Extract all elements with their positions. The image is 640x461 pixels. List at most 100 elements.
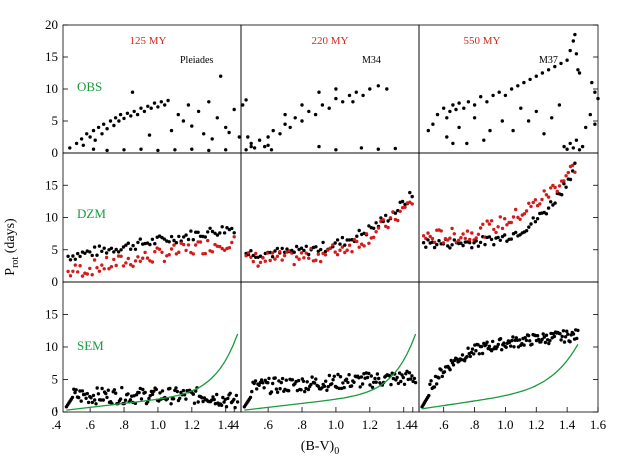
- data-point-dzm-slow: [350, 250, 354, 254]
- data-point-dzm-slow: [258, 260, 263, 265]
- data-point-dzm-slow: [485, 219, 489, 223]
- data-point-dzm-fast: [203, 235, 207, 239]
- data-point-obs: [163, 103, 167, 107]
- data-point-dzm-slow: [461, 232, 465, 236]
- data-point-dzm-fast: [129, 247, 133, 251]
- data-point-dzm-fast: [273, 249, 277, 253]
- data-point-obs: [491, 93, 495, 98]
- data-point-dzm-fast: [97, 244, 102, 248]
- data-point-sem: [526, 333, 531, 338]
- data-point-obs: [454, 107, 458, 112]
- y-tick-label: 20: [45, 17, 58, 32]
- age-label-col1: 125 MY: [130, 35, 167, 47]
- data-point-sem: [126, 392, 130, 396]
- data-point-obs: [565, 147, 569, 151]
- data-point-sem: [278, 387, 282, 391]
- data-point-sem: [396, 381, 401, 386]
- data-point-sem: [171, 397, 176, 401]
- data-point-sem: [428, 382, 432, 386]
- data-point-dzm-fast: [83, 251, 87, 255]
- data-point-sem: [255, 387, 259, 391]
- cluster-label-pleiades: Pleiades: [180, 55, 213, 66]
- data-point-obs: [577, 148, 582, 152]
- data-point-sem: [74, 388, 78, 392]
- data-point-dzm-fast: [551, 203, 555, 207]
- data-point-sem: [175, 389, 179, 394]
- data-point-sem: [510, 338, 514, 343]
- data-point-sem: [432, 385, 437, 389]
- data-point-dzm-slow: [246, 251, 251, 255]
- data-point-obs: [105, 148, 109, 153]
- data-point-obs: [142, 109, 147, 114]
- data-point-dzm-fast: [71, 254, 75, 258]
- data-point-dzm-fast: [357, 228, 361, 233]
- data-point-obs: [159, 100, 163, 104]
- data-point-sem: [391, 376, 396, 381]
- data-point-sem: [169, 402, 173, 406]
- data-point-dzm-fast: [153, 242, 157, 246]
- data-point-sem: [267, 376, 271, 381]
- data-point-obs: [244, 98, 248, 102]
- data-point-dzm-slow: [522, 212, 527, 216]
- data-point-sem: [257, 383, 261, 387]
- data-point-dzm-fast: [290, 248, 294, 253]
- data-point-dzm-fast: [372, 226, 376, 230]
- data-point-dzm-slow: [273, 257, 277, 261]
- data-point-sem: [511, 335, 515, 339]
- data-point-dzm-slow: [210, 250, 215, 254]
- data-point-sem: [106, 388, 111, 392]
- data-point-dzm-fast: [487, 235, 492, 239]
- data-point-dzm-fast: [321, 240, 325, 245]
- data-point-sem: [184, 397, 188, 401]
- data-point-sem: [96, 392, 101, 396]
- data-point-dzm-slow: [150, 260, 155, 264]
- panel-frame-r2c2: [418, 281, 599, 413]
- data-point-obs: [278, 132, 282, 136]
- data-point-obs: [271, 128, 275, 133]
- data-point-obs: [334, 96, 338, 101]
- data-point-obs: [334, 87, 338, 91]
- y-tick-label: 5: [52, 113, 59, 128]
- data-point-sem: [100, 386, 104, 391]
- data-point-sem: [259, 378, 264, 382]
- data-point-sem: [78, 389, 82, 393]
- data-point-sem: [448, 368, 452, 372]
- data-point-dzm-fast: [448, 246, 452, 250]
- data-point-sem: [358, 385, 362, 389]
- data-point-dzm-fast: [319, 247, 323, 252]
- data-point-dzm-slow: [172, 243, 176, 247]
- data-point-dzm-fast: [92, 245, 97, 249]
- data-point-obs: [361, 93, 365, 98]
- data-point-dzm-slow: [396, 218, 400, 223]
- x-tick-label: .8: [297, 417, 307, 432]
- data-point-sem: [275, 390, 280, 394]
- data-point-sem: [201, 399, 205, 404]
- data-point-dzm-slow: [362, 244, 366, 248]
- data-point-dzm-fast: [503, 233, 507, 237]
- x-tick-label: 1.0: [150, 417, 166, 432]
- data-point-obs: [534, 109, 538, 114]
- data-point-dzm-slow: [169, 247, 174, 251]
- data-point-obs: [573, 32, 577, 37]
- data-point-dzm-slow: [138, 259, 142, 263]
- data-point-obs: [550, 116, 554, 120]
- data-point-obs: [102, 122, 106, 126]
- data-point-sem: [460, 353, 465, 357]
- data-point-dzm-fast: [172, 238, 176, 243]
- data-point-sem: [338, 375, 343, 379]
- data-point-sem: [547, 341, 551, 346]
- data-point-sem: [192, 401, 197, 405]
- data-point-obs: [565, 58, 569, 62]
- data-point-sem: [296, 378, 301, 383]
- data-point-dzm-slow: [564, 174, 568, 178]
- data-point-obs: [156, 148, 160, 153]
- data-point-dzm-slow: [182, 242, 186, 247]
- data-point-dzm-fast: [307, 252, 311, 257]
- data-point-dzm-slow: [481, 222, 485, 226]
- data-point-obs: [196, 109, 201, 114]
- data-point-dzm-slow: [518, 217, 522, 221]
- y-axis-title: Prot (days): [3, 218, 21, 276]
- data-point-dzm-fast: [285, 247, 289, 251]
- data-point-obs: [232, 107, 236, 112]
- data-point-sem: [228, 391, 232, 395]
